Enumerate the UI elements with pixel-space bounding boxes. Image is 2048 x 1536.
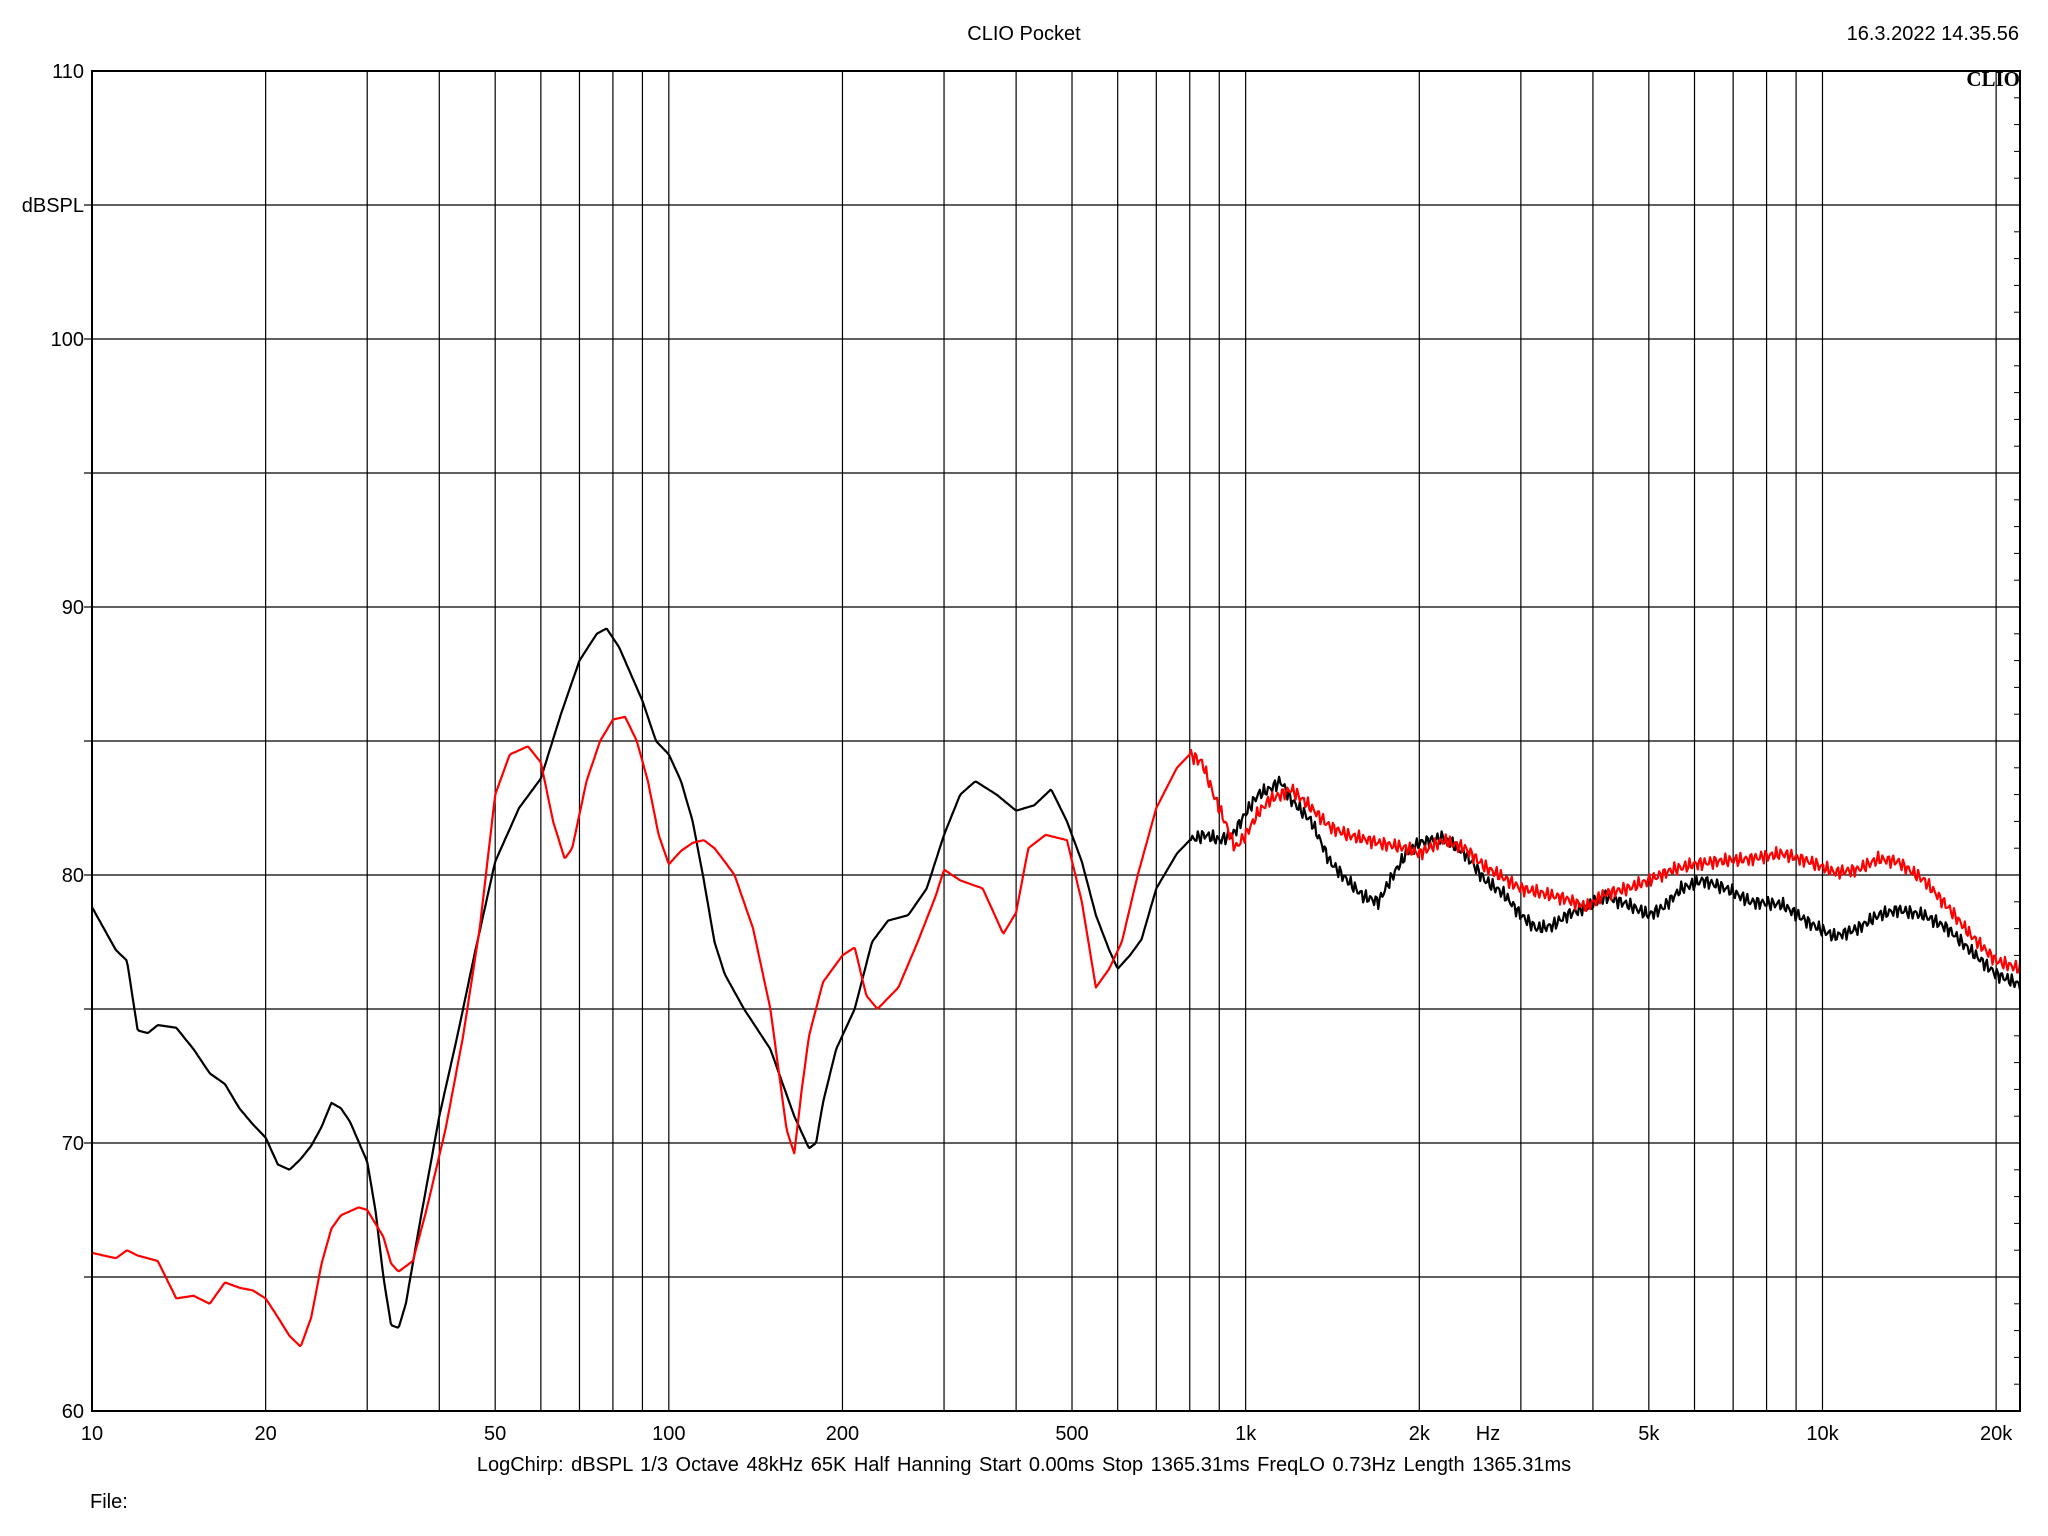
x-tick-label-1: 20 [255,1423,277,1440]
brand-logo-text: CLIO [1966,67,2020,91]
y-tick-label-0: 110 [52,61,84,83]
series-line-1 [91,715,2022,1348]
x-tick-label-7: 2k [1409,1423,1431,1440]
y-tick-label-3: 80 [62,865,84,887]
x-tick-label-5: 500 [1055,1423,1088,1440]
x-axis-label: Hz [1476,1423,1500,1440]
y-tick-label-5: 60 [62,1401,84,1423]
chart-title: CLIO Pocket [967,23,1081,45]
y-tick-label-4: 70 [62,1133,84,1155]
x-tick-label-0: 10 [81,1423,103,1440]
x-tick-label-4: 200 [826,1423,859,1440]
tick-labels: 10 20 50 100 200 500 1k 2k 5k 10k 20k 110 100 90 80 70 6… [51,61,2014,1440]
plot-frame [91,70,2021,1412]
chart-grid [84,71,2020,1411]
timestamp: 16.3.2022 14.35.56 [1846,23,2019,45]
measurement-settings: LogChirp: dBSPL 1/3 Octave 48kHz 65K Hal… [476,1454,1572,1476]
x-tick-label-3: 100 [652,1423,685,1440]
x-tick-label-6: 1k [1235,1423,1257,1440]
x-tick-label-10: 20k [1980,1423,2013,1440]
series-line-0 [91,627,2022,1329]
series-layer [91,627,2022,1348]
file-label: File: [90,1491,128,1513]
y-tick-label-2: 90 [62,597,84,619]
x-tick-label-8: 5k [1638,1423,1660,1440]
y-axis-label: dBSPL [22,195,84,217]
x-tick-label-2: 50 [484,1423,506,1440]
x-tick-label-9: 10k [1806,1423,1839,1440]
frequency-response-chart: 10 20 50 100 200 500 1k 2k 5k 10k 20k 110 100 90 80 70 6… [22,61,2022,1440]
y-tick-label-1: 100 [51,329,84,351]
